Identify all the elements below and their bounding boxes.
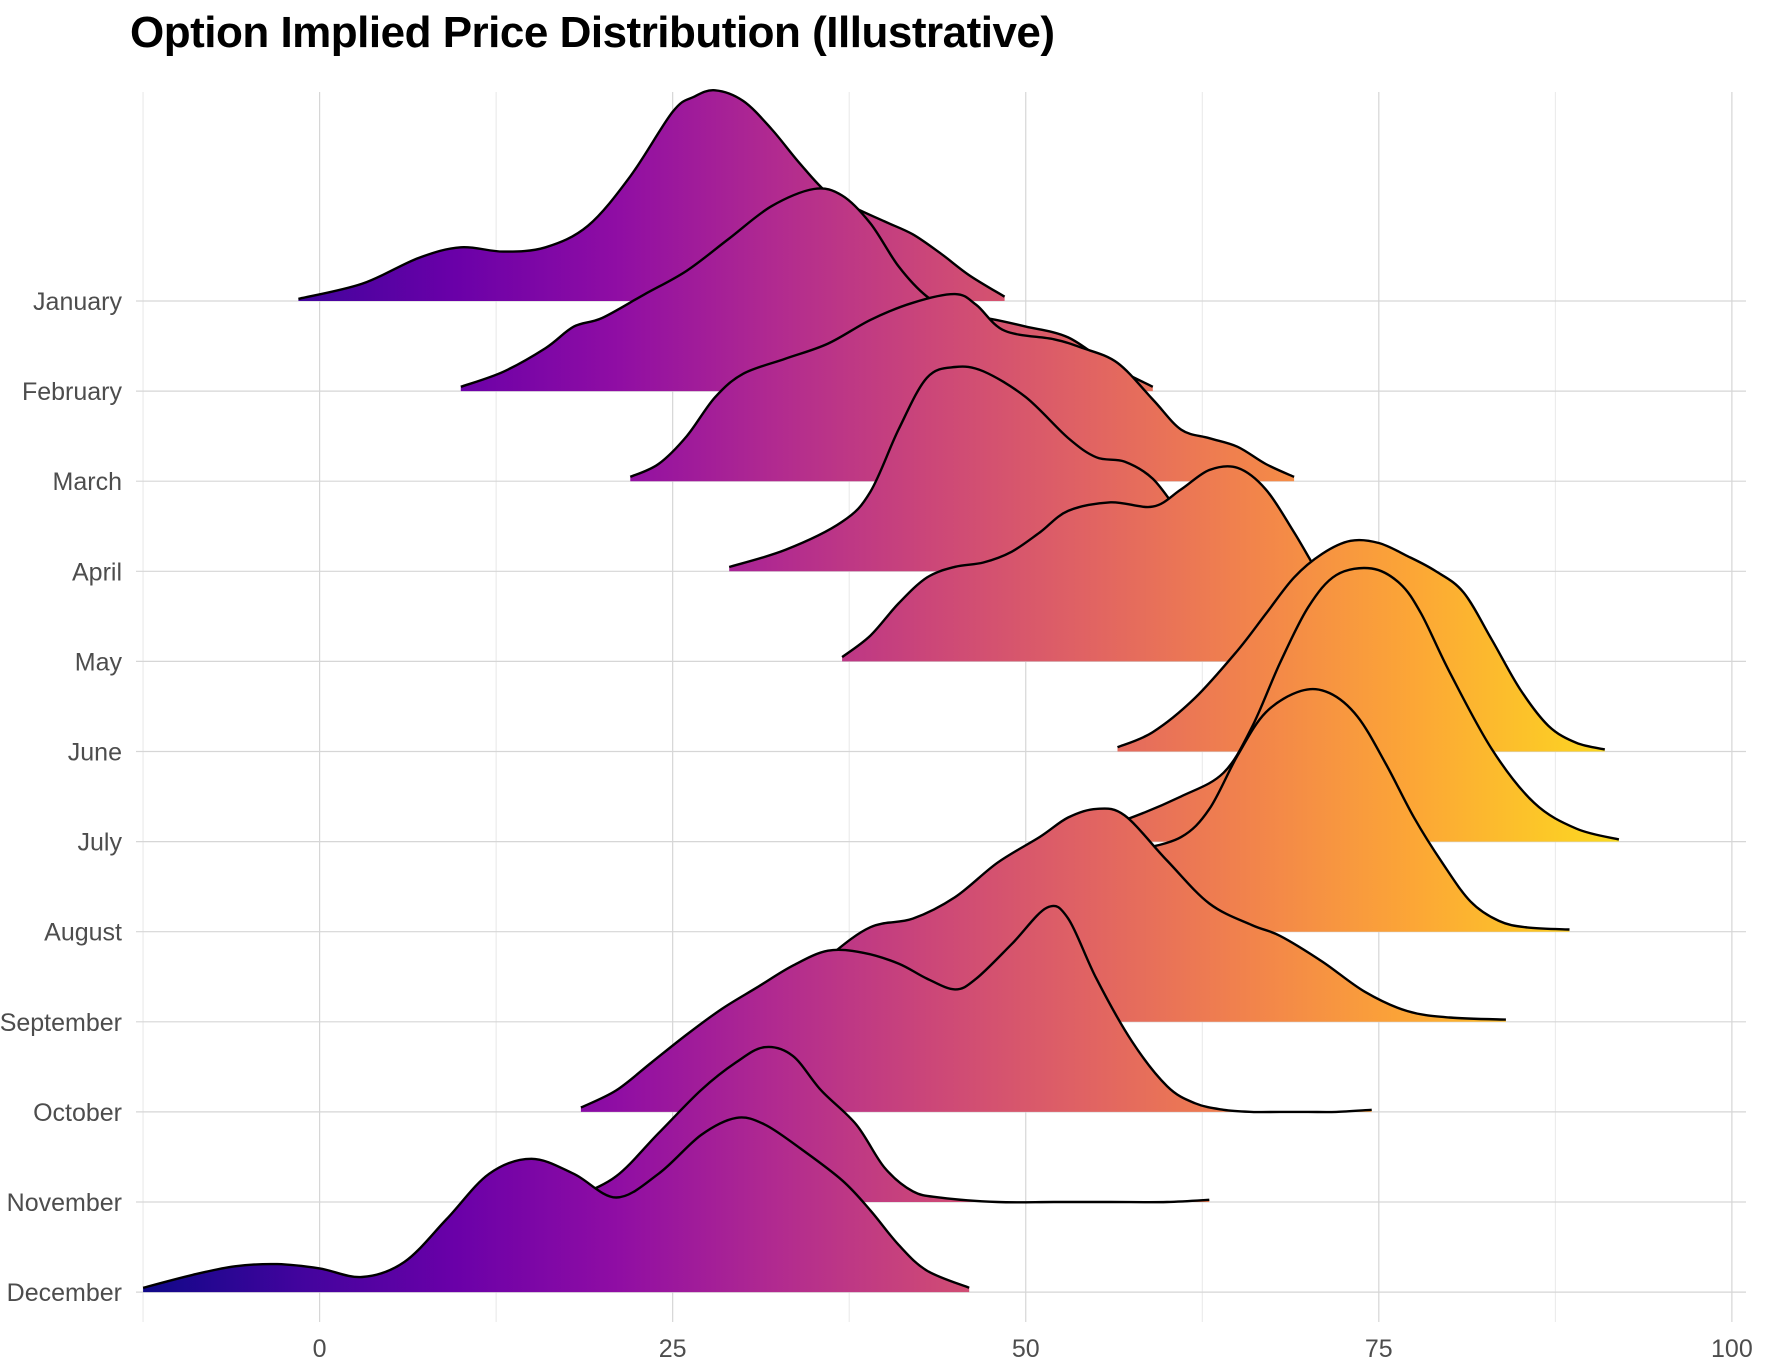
ridge-line-december (142, 1116, 970, 1289)
ridge-line-july (1067, 566, 1620, 841)
ridge-line-november (573, 1045, 1210, 1204)
x-axis-tick-labels: 0 25 50 75 100 (313, 1335, 1753, 1363)
y-tick-label: August (44, 919, 122, 947)
y-tick-label: March (53, 468, 122, 496)
y-tick-label: July (78, 829, 123, 857)
ridge-area-december (143, 1117, 970, 1293)
y-tick-label: December (7, 1279, 122, 1307)
ridge-line-october (580, 904, 1372, 1114)
ridge-line-june (1117, 538, 1606, 751)
y-tick-label: November (7, 1189, 122, 1217)
y-tick-label: January (33, 288, 122, 316)
ridges (142, 89, 1620, 1293)
y-tick-label: April (72, 558, 122, 586)
chart-title: Option Implied Price Distribution (Illus… (130, 8, 1055, 57)
ridge-line-march (629, 292, 1295, 479)
y-tick-label: February (22, 378, 123, 406)
x-tick-label: 50 (1012, 1335, 1040, 1363)
x-tick-label: 0 (313, 1335, 327, 1363)
y-tick-label: September (0, 1009, 122, 1037)
x-tick-label: 100 (1711, 1335, 1753, 1363)
y-axis-tick-labels: January February March April May June July Augu… (0, 288, 122, 1307)
ridge-area-september (757, 808, 1506, 1022)
ridge-september (756, 807, 1506, 1022)
y-tick-label: October (33, 1099, 122, 1127)
x-tick-label: 25 (659, 1335, 687, 1363)
ridge-line-february (460, 187, 1154, 388)
y-tick-label: May (75, 648, 123, 676)
ridge-line-january (298, 89, 1006, 301)
ridge-line-september (756, 807, 1506, 1021)
x-tick-label: 75 (1365, 1335, 1393, 1363)
ridge-december (142, 1116, 970, 1293)
y-tick-label: June (68, 739, 122, 767)
